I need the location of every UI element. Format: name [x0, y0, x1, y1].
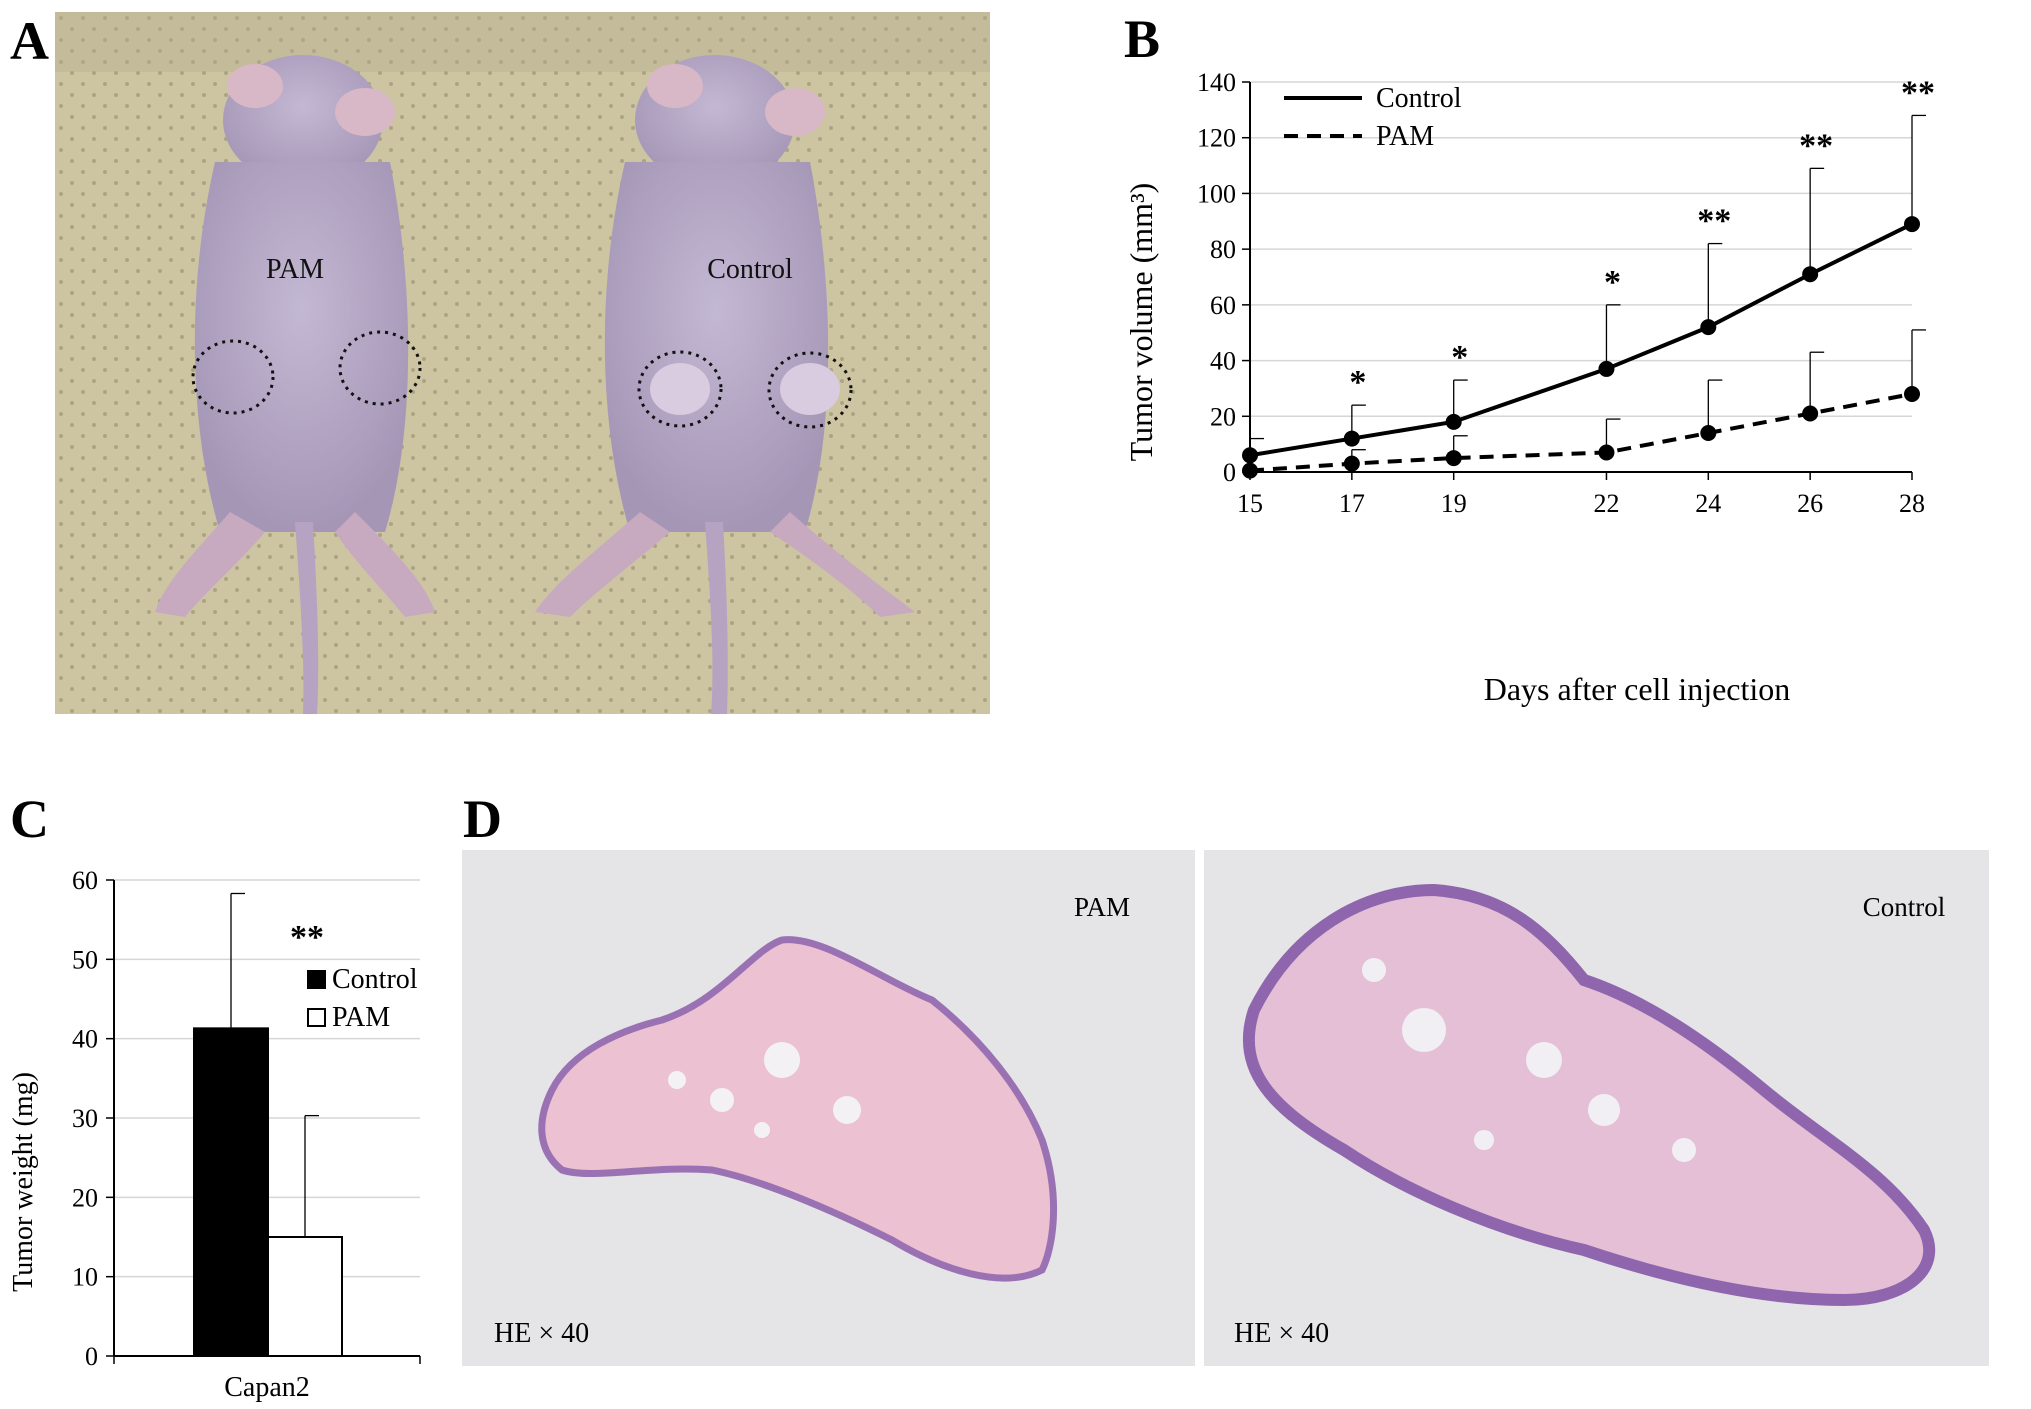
y-tick-label: 140	[1197, 68, 1236, 97]
data-point-control	[1242, 447, 1258, 464]
y-tick-label: 20	[72, 1183, 98, 1212]
panel-letter-a: A	[10, 11, 49, 71]
bar-pam	[267, 1236, 343, 1357]
panel-letter-d: D	[463, 789, 502, 849]
data-point-pam	[1904, 386, 1920, 402]
mouse-control: Control	[535, 55, 915, 714]
histology-label-control: Control	[1863, 892, 1946, 922]
mice-photo: PAM Control	[55, 12, 990, 714]
significance-marker: **	[1697, 203, 1731, 240]
histology-label-pam: PAM	[1074, 892, 1130, 922]
data-point-control	[1598, 360, 1615, 377]
label-control: Control	[707, 254, 793, 285]
significance-marker: *	[1604, 264, 1621, 301]
y-tick-label: 20	[1210, 402, 1236, 431]
y-tick-label: 60	[1210, 291, 1236, 320]
y-tick-label: 0	[1223, 458, 1236, 487]
x-tick-label: 24	[1695, 489, 1721, 518]
data-point-control	[1445, 413, 1462, 430]
legend-swatch-pam	[307, 1008, 326, 1027]
x-category-label: Capan2	[224, 1372, 310, 1403]
mouse-pam: PAM	[155, 55, 435, 714]
significance-marker: **	[1799, 127, 1833, 164]
data-point-pam	[1700, 425, 1717, 441]
legend-label-pam: PAM	[1376, 121, 1434, 152]
x-tick-label: 26	[1797, 489, 1823, 518]
data-point-control	[1700, 319, 1717, 336]
legend-swatch-control	[307, 970, 326, 989]
legend-label-control: Control	[1376, 83, 1462, 114]
data-point-control	[1802, 266, 1819, 283]
histology-image-pam: PAM HE × 40	[462, 850, 1195, 1366]
legend-label-control: Control	[332, 964, 418, 995]
y-tick-label: 30	[72, 1104, 98, 1133]
x-tick-label: 17	[1339, 489, 1365, 518]
magnification-label-control: HE × 40	[1234, 1318, 1329, 1349]
y-tick-label: 40	[1210, 347, 1236, 376]
x-tick-label: 19	[1441, 489, 1467, 518]
legend-label-pam: PAM	[332, 1002, 390, 1033]
data-point-control	[1343, 430, 1360, 447]
x-tick-label: 15	[1237, 489, 1263, 518]
x-tick-label: 28	[1899, 489, 1925, 518]
y-tick-label: 60	[72, 866, 98, 895]
data-point-pam	[1802, 405, 1819, 422]
y-tick-label: 10	[72, 1263, 98, 1292]
panel-letter-b: B	[1124, 9, 1161, 69]
panel-letter-c: C	[10, 789, 49, 849]
significance-marker: **	[1901, 74, 1935, 111]
magnification-label-pam: HE × 40	[494, 1318, 589, 1349]
data-point-pam	[1445, 450, 1462, 467]
y-tick-label: 100	[1197, 179, 1236, 208]
y-tick-label: 40	[72, 1025, 98, 1054]
bar-control	[193, 1027, 269, 1357]
significance-marker: *	[1349, 364, 1366, 401]
data-point-control	[1904, 216, 1920, 233]
data-point-pam	[1598, 444, 1615, 461]
data-point-pam	[1242, 462, 1258, 479]
y-tick-label: 80	[1210, 235, 1236, 264]
data-point-pam	[1343, 455, 1360, 472]
significance-marker: *	[1451, 339, 1468, 376]
y-tick-label: 120	[1197, 124, 1236, 153]
significance-marker: **	[290, 919, 324, 956]
label-pam: PAM	[266, 254, 324, 285]
x-axis-label: Days after cell injection	[1484, 671, 1791, 707]
y-axis-label-c: Tumor weight (mg)	[8, 1072, 39, 1292]
histology-image-control: Control HE × 40	[1204, 850, 1989, 1366]
x-tick-label: 22	[1593, 489, 1619, 518]
y-tick-label: 50	[72, 945, 98, 974]
y-axis-label: Tumor volume (mm³)	[1123, 183, 1159, 462]
y-tick-label: 0	[85, 1342, 98, 1371]
bar-chart-tumor-weight: 0 10 20 30 40 50 60 Capan2 Control PAM ** Tumor …	[8, 866, 421, 1403]
